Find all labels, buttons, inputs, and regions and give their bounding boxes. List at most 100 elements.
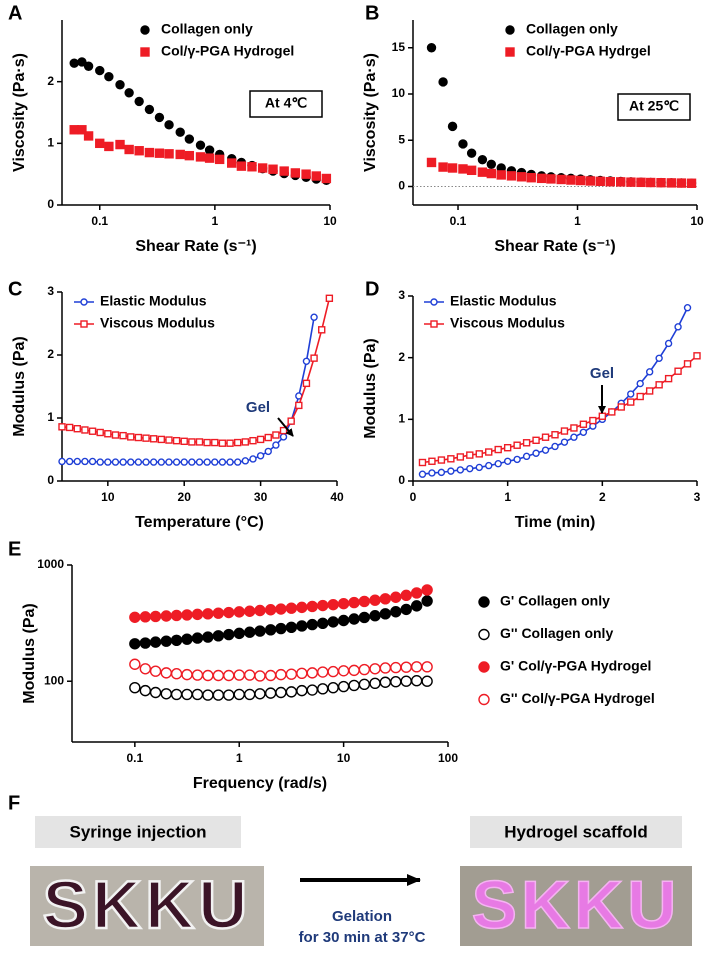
marker: [80, 320, 88, 328]
photo-letters: SKKU: [43, 867, 252, 943]
marker: [96, 428, 104, 437]
marker: [139, 663, 152, 675]
marker: [551, 431, 559, 439]
marker: [204, 145, 215, 155]
marker: [410, 587, 423, 599]
marker: [674, 323, 682, 331]
annotation: At 4℃: [265, 95, 307, 111]
marker: [170, 609, 183, 622]
marker: [301, 169, 311, 179]
marker: [81, 457, 89, 466]
marker: [256, 435, 265, 444]
marker: [379, 676, 392, 688]
legend-label: Viscous Modulus: [450, 315, 565, 331]
marker: [379, 593, 392, 605]
y-tick-label: 1: [47, 136, 54, 150]
x-tick-label: 0.1: [127, 751, 144, 765]
marker: [478, 661, 490, 673]
marker: [369, 663, 381, 675]
marker: [264, 624, 277, 636]
x-tick-label: 2: [599, 490, 606, 504]
marker: [233, 627, 245, 640]
marker: [223, 669, 235, 682]
marker: [233, 606, 245, 618]
x-axis-label: Frequency (rad/s): [193, 775, 327, 792]
marker: [111, 458, 120, 466]
arrow-text: for 30 min at 37°C: [299, 929, 426, 946]
panel-label: E: [8, 538, 21, 560]
marker: [212, 669, 225, 682]
y-tick-label: 1000: [37, 557, 64, 571]
x-tick-label: 10: [690, 214, 704, 228]
marker: [494, 460, 502, 468]
marker: [160, 667, 172, 679]
marker: [437, 456, 446, 464]
marker: [181, 668, 193, 681]
marker: [211, 458, 219, 466]
marker: [202, 689, 214, 701]
marker: [142, 434, 150, 442]
marker: [626, 177, 636, 187]
marker: [458, 139, 468, 149]
legend-label: Col/γ-PGA Hydrogel: [161, 43, 294, 59]
y-tick-label: 0: [398, 179, 405, 193]
marker: [390, 661, 402, 674]
marker: [295, 401, 303, 410]
marker: [348, 596, 360, 609]
arrow-text: Gelation: [332, 908, 392, 925]
marker: [285, 621, 298, 634]
marker: [410, 600, 423, 612]
marker: [236, 161, 247, 171]
marker: [154, 148, 165, 158]
legend-label: G' Collagen only: [500, 593, 610, 609]
marker: [218, 458, 227, 466]
y-tick-label: 15: [392, 40, 406, 54]
marker: [172, 458, 181, 466]
marker: [119, 458, 127, 466]
marker: [475, 463, 483, 472]
y-tick-label: 3: [47, 284, 54, 298]
marker: [664, 339, 673, 348]
marker: [160, 688, 172, 700]
marker: [337, 614, 350, 627]
marker: [686, 178, 697, 188]
marker: [264, 604, 277, 616]
marker: [69, 125, 79, 135]
marker: [485, 448, 493, 456]
y-axis-label: Modulus (Pa): [362, 338, 379, 438]
marker: [96, 458, 104, 466]
marker: [233, 438, 242, 447]
marker: [683, 360, 692, 368]
marker: [496, 170, 506, 180]
annotation-box: [249, 90, 323, 118]
x-tick-label: 1: [504, 490, 511, 504]
marker: [390, 591, 402, 603]
marker: [456, 466, 465, 474]
marker: [104, 72, 114, 82]
marker: [58, 423, 66, 431]
marker: [165, 436, 173, 444]
marker: [438, 77, 448, 87]
marker: [400, 589, 412, 602]
x-tick-label: 1: [574, 214, 581, 228]
marker: [447, 163, 458, 173]
marker: [184, 150, 195, 161]
marker: [157, 435, 166, 444]
marker: [541, 446, 550, 454]
marker: [83, 61, 94, 71]
marker: [139, 611, 152, 623]
x-tick-label: 30: [254, 490, 268, 504]
marker: [134, 433, 143, 442]
marker: [608, 408, 616, 416]
marker: [195, 140, 206, 150]
legend-label: Elastic Modulus: [450, 293, 557, 309]
marker: [605, 176, 615, 187]
marker: [317, 666, 329, 678]
marker: [447, 467, 455, 475]
x-tick-label: 100: [438, 751, 458, 765]
marker: [244, 669, 256, 681]
marker: [306, 667, 318, 679]
marker: [254, 670, 266, 682]
marker: [485, 461, 493, 470]
photo: [460, 866, 692, 946]
